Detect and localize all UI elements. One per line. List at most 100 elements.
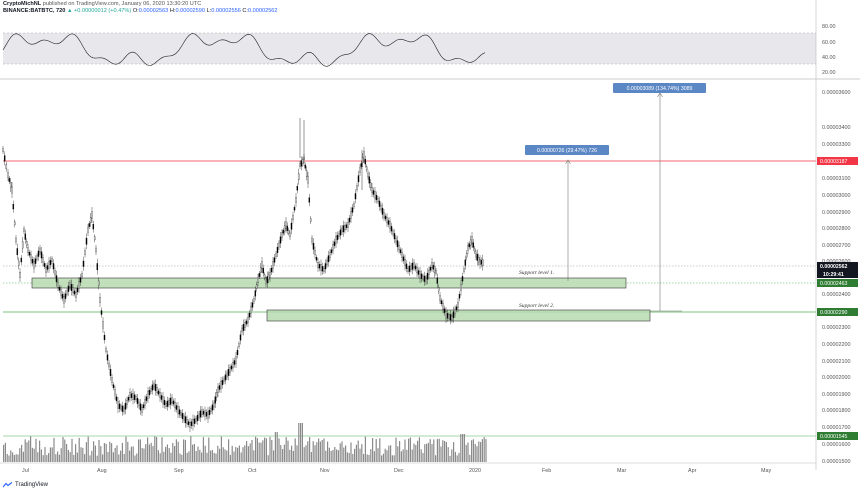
volume-bar <box>231 445 233 462</box>
candle-body <box>390 226 393 232</box>
candle-body <box>87 227 89 233</box>
volume-bar <box>328 447 330 462</box>
target2-label-box[interactable] <box>613 83 706 93</box>
volume-bar <box>213 452 215 462</box>
volume-bar <box>109 441 111 462</box>
volume-bar <box>390 445 392 462</box>
candle-body <box>347 222 349 228</box>
target1-label-box[interactable] <box>525 145 609 155</box>
support-zone-1[interactable] <box>31 277 627 289</box>
volume-bar <box>305 445 307 462</box>
candle-body <box>405 263 408 269</box>
candle-body <box>36 255 38 260</box>
candle-body <box>248 312 251 318</box>
volume-bar <box>472 439 474 462</box>
candle-body <box>411 262 414 270</box>
candle-body <box>13 221 16 226</box>
support2-tag-text: 0.00002290 <box>820 310 848 316</box>
candle-body <box>330 249 333 253</box>
volume-bar <box>67 449 69 462</box>
candlestick-series <box>2 118 484 432</box>
volume-bar <box>3 444 5 462</box>
candle-body <box>221 379 224 386</box>
candle-body <box>279 236 282 244</box>
price-axis-label: 0.00003100 <box>822 176 850 182</box>
volume-bar <box>165 446 167 462</box>
candle-body <box>344 224 346 231</box>
time-axis-label: Feb <box>542 468 551 474</box>
candle-body <box>150 388 152 392</box>
candle-body <box>57 282 59 288</box>
volume-bar <box>460 434 462 462</box>
candle-body <box>432 265 435 270</box>
candle-body <box>461 276 464 282</box>
tradingview-brand[interactable]: TradingView <box>15 482 49 488</box>
volume-bar <box>114 447 116 462</box>
volume-bar <box>251 440 253 462</box>
volume-bar <box>264 437 266 462</box>
candle-body <box>69 282 71 288</box>
volume-bar <box>199 449 201 462</box>
volume-bar <box>420 449 422 462</box>
volume-bar <box>35 438 37 462</box>
candle-body <box>359 167 361 173</box>
candle-body <box>372 190 375 195</box>
volume-bar <box>112 452 114 462</box>
volume-bar <box>60 448 62 462</box>
candle-body <box>365 166 368 171</box>
candle-body <box>45 267 47 273</box>
volume-bar <box>402 449 404 462</box>
volume-bar <box>373 451 375 462</box>
candle-body <box>353 203 355 207</box>
volume-bar <box>172 442 174 462</box>
tradingview-logo-icon[interactable] <box>2 482 13 488</box>
candle-body <box>207 411 209 419</box>
volume-bar <box>339 443 341 462</box>
candle-body <box>448 314 450 319</box>
candle-body <box>479 259 481 265</box>
volume-bar <box>26 442 28 462</box>
candle-body <box>263 274 266 279</box>
volume-bar <box>4 442 6 462</box>
volume-bar <box>274 432 276 462</box>
volume-bar <box>364 436 366 462</box>
volume-bar <box>298 423 300 462</box>
volume-bar <box>323 438 325 462</box>
volume-bar <box>143 448 145 462</box>
price-axis[interactable]: 0.000036000.000034000.000033000.00003200… <box>815 0 858 470</box>
volume-bar <box>296 445 298 462</box>
time-axis[interactable]: Jul Aug Sep Oct Nov Dec 2020 Feb Mar Apr May <box>0 462 816 474</box>
candle-body <box>133 394 136 400</box>
candle-body <box>422 275 424 280</box>
candle-body <box>300 160 303 167</box>
candle-body <box>148 389 151 396</box>
volume-bar <box>96 455 98 462</box>
candle-body <box>439 295 441 301</box>
volume-bar <box>399 441 401 462</box>
support-zone-2[interactable] <box>266 309 651 322</box>
candle-body <box>351 207 354 213</box>
volume-bar <box>463 434 465 462</box>
author-name[interactable]: CryptoMichNL <box>3 1 42 7</box>
volume-bar <box>242 447 244 462</box>
candle-body <box>404 259 406 266</box>
volume-bar <box>336 449 338 462</box>
candle-body <box>118 403 121 409</box>
volume-bar <box>208 437 210 462</box>
volume-bar <box>377 448 379 462</box>
volume-bar <box>30 436 32 462</box>
volume-bar <box>154 436 156 462</box>
candle-body <box>79 277 82 283</box>
volume-bar <box>478 441 480 462</box>
volume-bar <box>168 448 170 462</box>
volume-bar <box>343 447 345 462</box>
volume-bar <box>111 443 113 462</box>
close-value: 0.00002562 <box>247 8 278 15</box>
candle-body <box>117 401 119 409</box>
volume-bar <box>48 453 50 462</box>
candle-body <box>348 217 351 223</box>
volume-bar <box>152 446 154 462</box>
candle-body <box>218 385 221 390</box>
candle-body <box>187 421 190 425</box>
